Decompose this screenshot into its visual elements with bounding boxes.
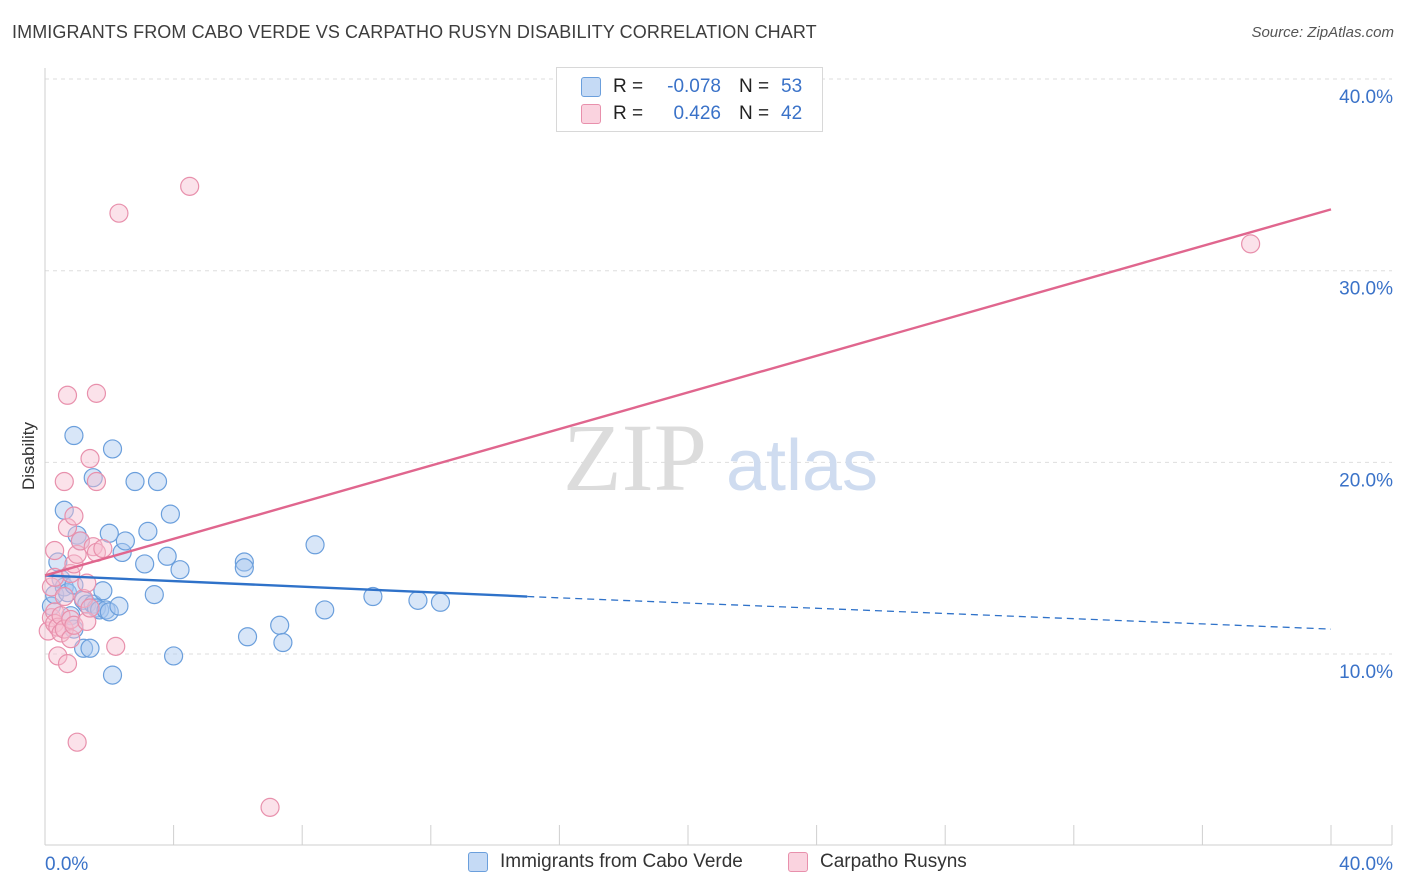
point-carpatho-rusyn	[1241, 234, 1261, 254]
n-value: 53	[781, 76, 803, 97]
y-tick-label: 10.0%	[1339, 662, 1393, 683]
point-cabo-verde	[138, 521, 158, 541]
point-cabo-verde	[315, 600, 335, 620]
trend-line-cabo-verde	[44, 574, 528, 598]
point-carpatho-rusyn	[106, 636, 126, 656]
point-cabo-verde	[115, 531, 135, 551]
point-cabo-verde	[270, 615, 290, 635]
point-cabo-verde	[96, 600, 116, 620]
point-carpatho-rusyn	[86, 471, 107, 492]
n-label: N =	[739, 76, 770, 97]
point-cabo-verde	[273, 632, 293, 653]
point-cabo-verde	[102, 665, 123, 685]
r-label: R =	[613, 76, 644, 97]
point-cabo-verde	[147, 471, 168, 492]
point-cabo-verde	[125, 471, 145, 492]
point-carpatho-rusyn	[57, 654, 78, 674]
y-tick-label: 30.0%	[1339, 279, 1393, 300]
point-cabo-verde	[135, 554, 155, 574]
trend-lines	[44, 208, 1332, 630]
source-label: Source: ZipAtlas.com	[1251, 24, 1394, 41]
point-carpatho-rusyn	[61, 609, 81, 630]
point-cabo-verde	[430, 592, 451, 612]
point-cabo-verde	[234, 558, 254, 578]
watermark-zip: ZIP	[563, 404, 707, 511]
point-cabo-verde	[93, 581, 113, 601]
point-cabo-verde	[90, 600, 110, 620]
tick-labels: 10.0% 20.0% 30.0% 40.0% 0.0% 40.0%	[45, 87, 1393, 875]
y-tick-label: 40.0%	[1339, 87, 1393, 108]
point-carpatho-rusyn	[93, 539, 113, 559]
n-value: 42	[781, 103, 803, 124]
y-axis-label: Disability	[19, 421, 38, 490]
legend-item-cabo-verde[interactable]: Immigrants from Cabo Verde	[468, 851, 743, 873]
trend-line-cabo-verde-extension	[527, 595, 1332, 630]
n-label: N =	[739, 103, 770, 124]
point-cabo-verde	[144, 585, 164, 605]
cabo-verde-swatch	[581, 77, 601, 97]
point-carpatho-rusyn	[57, 517, 78, 538]
legend-item-carpatho-rusyns[interactable]: Carpatho Rusyns	[788, 851, 967, 873]
point-carpatho-rusyn	[48, 646, 68, 666]
legend-label: Carpatho Rusyns	[820, 851, 967, 872]
point-cabo-verde	[170, 560, 190, 580]
point-cabo-verde	[234, 552, 254, 572]
point-cabo-verde	[408, 590, 428, 610]
point-cabo-verde	[164, 646, 184, 666]
watermark-atlas: atlas	[726, 426, 878, 506]
point-carpatho-rusyn	[54, 471, 74, 492]
point-cabo-verde	[109, 596, 129, 616]
point-carpatho-rusyn	[80, 598, 100, 618]
point-carpatho-rusyn	[83, 537, 103, 557]
point-carpatho-rusyn	[80, 448, 100, 469]
y-tick-label: 20.0%	[1339, 470, 1393, 491]
point-carpatho-rusyn	[180, 176, 200, 196]
r-label: R =	[613, 103, 644, 124]
point-carpatho-rusyn	[67, 732, 87, 752]
point-carpatho-rusyn	[109, 203, 129, 223]
carpatho-swatch	[581, 104, 601, 124]
point-cabo-verde	[86, 598, 107, 618]
point-cabo-verde	[73, 638, 94, 658]
point-carpatho-rusyn	[260, 797, 280, 817]
x-tick-label: 40.0%	[1339, 854, 1393, 875]
r-value: 0.426	[673, 103, 721, 124]
point-carpatho-rusyn	[57, 385, 78, 405]
r-value: -0.078	[667, 76, 721, 97]
point-carpatho-rusyn	[64, 615, 84, 635]
x-tick-label: 0.0%	[45, 854, 88, 875]
trend-line-carpatho-rusyn	[44, 208, 1332, 577]
chart-title: IMMIGRANTS FROM CABO VERDE VS CARPATHO R…	[12, 22, 817, 42]
point-cabo-verde	[67, 525, 87, 545]
point-cabo-verde	[157, 546, 177, 566]
point-cabo-verde	[305, 535, 325, 555]
point-carpatho-rusyn	[45, 540, 65, 561]
point-cabo-verde	[160, 504, 180, 524]
point-carpatho-rusyn	[73, 588, 94, 609]
cabo-verde-legend-swatch	[468, 852, 488, 872]
carpatho-legend-swatch	[788, 852, 808, 872]
point-cabo-verde	[80, 638, 100, 658]
point-carpatho-rusyn	[86, 383, 107, 403]
stats-legend: R = -0.078 N = 53 R = 0.426 N = 42	[556, 67, 823, 132]
legend-label: Immigrants from Cabo Verde	[500, 851, 743, 872]
point-cabo-verde	[363, 586, 383, 607]
axes	[44, 68, 1393, 846]
stats-legend-row-cabo-verde: R = -0.078 N = 53	[581, 75, 811, 99]
point-carpatho-rusyn	[54, 619, 74, 639]
data-points	[38, 176, 1261, 817]
stats-legend-row-carpatho-rusyns: R = 0.426 N = 42	[581, 102, 811, 126]
point-carpatho-rusyn	[64, 506, 84, 526]
point-cabo-verde	[64, 425, 84, 446]
point-cabo-verde	[237, 627, 258, 647]
point-carpatho-rusyn	[41, 608, 62, 628]
point-cabo-verde	[102, 439, 123, 459]
watermark: ZIP atlas	[563, 404, 878, 511]
point-carpatho-rusyn	[54, 586, 74, 607]
point-cabo-verde	[99, 602, 119, 622]
